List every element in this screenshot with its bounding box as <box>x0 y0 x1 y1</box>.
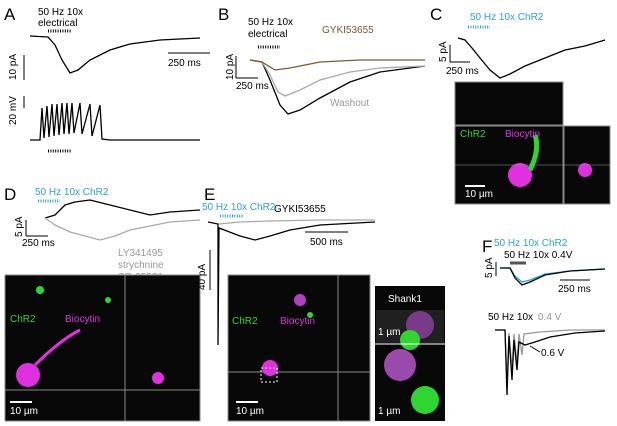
condition-label: 0.4 V <box>538 312 562 323</box>
scale-label: 10 pA <box>225 54 236 80</box>
channel-label: ChR2 <box>10 314 36 325</box>
scale-label: 10 µm <box>465 189 493 200</box>
stim-label: 50 Hz 10x <box>38 7 83 18</box>
stim-label: 50 Hz 10x 0.4V <box>504 250 573 261</box>
scale-label: 10 pA <box>8 54 19 80</box>
channel-label: ChR2 <box>460 129 486 140</box>
panel-label: F <box>482 237 492 256</box>
roi-box <box>260 367 278 383</box>
panel-label: C <box>430 5 442 24</box>
bouton <box>36 286 44 294</box>
scale-label: 1 µm <box>378 406 400 417</box>
drug-label: GYKI53655 <box>322 25 374 36</box>
scale-label: 250 ms <box>446 66 479 77</box>
stim-label: 50 Hz 10x ChR2 <box>202 202 276 213</box>
panel-d: D 50 Hz 10x ChR2 5 pA 250 ms LY341495 st… <box>4 185 201 422</box>
panel-label: D <box>4 185 16 204</box>
trace <box>495 329 606 396</box>
panel-label: A <box>4 5 16 24</box>
scale-label: 1 µm <box>378 327 400 338</box>
stim-label: 50 Hz 10x <box>248 17 293 28</box>
drug-label: LY341495 <box>118 248 163 259</box>
trace <box>218 219 375 225</box>
cell <box>508 163 532 187</box>
trace <box>44 217 201 241</box>
channel-label: Biocytin <box>65 314 100 325</box>
bouton <box>105 297 111 303</box>
panel-b: B 50 Hz 10x electrical GYKI53655 10 pA 2… <box>218 5 426 115</box>
trace <box>30 102 200 141</box>
trace <box>207 221 376 346</box>
condition-label: 0.6 V <box>541 348 565 359</box>
stim-label: 50 Hz 10x ChR2 <box>35 187 109 198</box>
stim-label: electrical <box>38 18 77 29</box>
trace <box>457 37 606 79</box>
trace <box>249 59 426 115</box>
stim-label: 50 Hz 10x <box>488 312 533 323</box>
scale-label: 5 pA <box>438 41 449 62</box>
trace <box>29 35 201 74</box>
panel-label: E <box>204 185 215 204</box>
stim-label: 50 Hz 10x ChR2 <box>470 12 544 23</box>
scale-label: 250 ms <box>22 238 55 249</box>
drug-label: strychnine <box>118 260 164 271</box>
axon <box>527 134 540 172</box>
bouton <box>307 312 313 318</box>
trace <box>249 59 426 97</box>
bouton <box>400 330 420 350</box>
channel-label: Biocytin <box>505 129 540 140</box>
cell <box>578 163 592 177</box>
stim-label: 50 Hz 10x ChR2 <box>494 238 568 249</box>
dendrite <box>33 328 81 367</box>
channel-label: ChR2 <box>232 316 258 327</box>
cell <box>294 294 306 306</box>
trace <box>44 199 201 219</box>
scale-label: 250 ms <box>236 81 269 92</box>
trace <box>249 59 425 71</box>
trace <box>500 267 606 286</box>
cell <box>16 363 40 387</box>
scale-label: 5 pA <box>484 257 495 278</box>
scale-label: 40 pA <box>197 264 208 290</box>
scale-label: 250 ms <box>168 58 201 69</box>
panel-f: F 50 Hz 10x ChR2 50 Hz 10x 0.4V 5 pA 250… <box>482 237 606 396</box>
condition-label: Washout <box>330 98 369 109</box>
panel-a: A 50 Hz 10x electrical 250 ms 10 pA 20 m… <box>4 5 210 153</box>
scale-label: 500 ms <box>310 237 343 248</box>
scale-label: 5 pA <box>14 216 25 237</box>
cell <box>152 372 164 384</box>
leader <box>529 345 541 353</box>
channel-label: Biocytin <box>280 316 315 327</box>
scale-label: 250 ms <box>558 284 591 295</box>
cell <box>384 349 416 381</box>
stim-label: electrical <box>248 29 287 40</box>
scale-label: 10 µm <box>236 406 264 417</box>
scale-label: 20 mV <box>8 96 19 125</box>
micrograph <box>454 81 564 126</box>
drug-label: GYKI53655 <box>274 204 326 215</box>
bouton <box>411 386 439 414</box>
micrograph <box>4 274 201 422</box>
stain-label: Shank1 <box>388 294 422 305</box>
panel-c: C 50 Hz 10x ChR2 5 pA 250 ms ChR2 Biocyt… <box>430 5 611 205</box>
panel-label: B <box>218 5 229 24</box>
scale-label: 10 µm <box>10 406 38 417</box>
panel-e: E 50 Hz 10x ChR2 GYKI53655 500 ms 40 pA … <box>197 185 445 422</box>
